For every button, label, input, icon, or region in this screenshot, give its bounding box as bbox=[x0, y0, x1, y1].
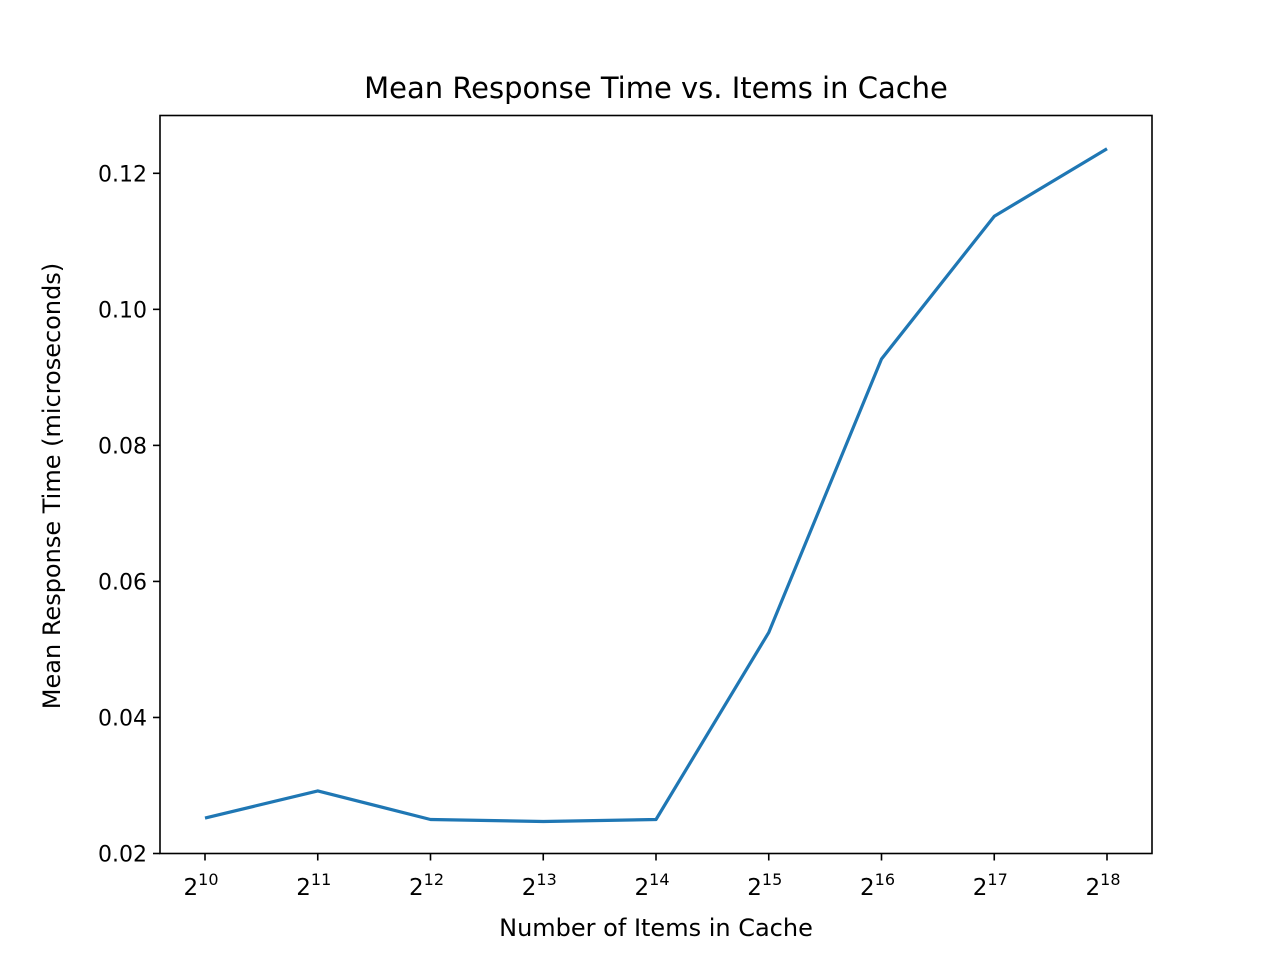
series-line bbox=[204, 147, 1108, 824]
x-tick-exponent: 10 bbox=[198, 870, 218, 889]
y-tick-label: 0.02 bbox=[98, 843, 147, 868]
x-tick-exponent: 14 bbox=[649, 870, 669, 889]
y-axis-label: Mean Response Time (microseconds) bbox=[38, 263, 66, 709]
x-axis: 210 211 212 213 214 215 216 217 218 bbox=[184, 853, 1121, 901]
x-tick-base: 2 bbox=[1086, 875, 1101, 901]
chart-title: Mean Response Time vs. Items in Cache bbox=[364, 71, 948, 105]
x-tick-base: 2 bbox=[860, 875, 875, 901]
x-tick-base: 2 bbox=[296, 875, 311, 901]
x-tick-exponent: 18 bbox=[1100, 870, 1120, 889]
x-tick-label: 211 bbox=[296, 870, 331, 901]
x-tick-label: 213 bbox=[522, 870, 557, 901]
plot-area-frame bbox=[159, 114, 1153, 855]
x-tick-label: 210 bbox=[184, 870, 219, 901]
x-tick-exponent: 12 bbox=[424, 870, 444, 889]
x-tick-base: 2 bbox=[973, 875, 988, 901]
x-tick-exponent: 15 bbox=[762, 870, 782, 889]
y-axis: 0.02 0.04 0.06 0.08 0.10 0.12 bbox=[98, 162, 160, 868]
x-tick-base: 2 bbox=[409, 875, 424, 901]
x-tick-base: 2 bbox=[635, 875, 650, 901]
x-tick-exponent: 17 bbox=[987, 870, 1007, 889]
x-tick-label: 214 bbox=[635, 870, 670, 901]
x-tick-label: 212 bbox=[409, 870, 444, 901]
x-tick-label: 215 bbox=[747, 870, 782, 901]
x-tick-base: 2 bbox=[522, 875, 537, 901]
y-tick-label: 0.04 bbox=[98, 706, 147, 731]
x-tick-base: 2 bbox=[747, 875, 762, 901]
y-tick-label: 0.12 bbox=[98, 162, 147, 187]
y-tick-label: 0.06 bbox=[98, 570, 147, 595]
x-tick-label: 218 bbox=[1086, 870, 1121, 901]
y-tick-label: 0.10 bbox=[98, 298, 147, 323]
x-tick-exponent: 13 bbox=[536, 870, 556, 889]
series-layer bbox=[204, 147, 1108, 824]
x-tick-base: 2 bbox=[184, 875, 199, 901]
x-tick-exponent: 11 bbox=[311, 870, 331, 889]
x-tick-exponent: 16 bbox=[875, 870, 895, 889]
x-tick-label: 217 bbox=[973, 870, 1008, 901]
x-axis-label: Number of Items in Cache bbox=[499, 914, 813, 942]
x-tick-label: 216 bbox=[860, 870, 895, 901]
y-tick-label: 0.08 bbox=[98, 434, 147, 459]
